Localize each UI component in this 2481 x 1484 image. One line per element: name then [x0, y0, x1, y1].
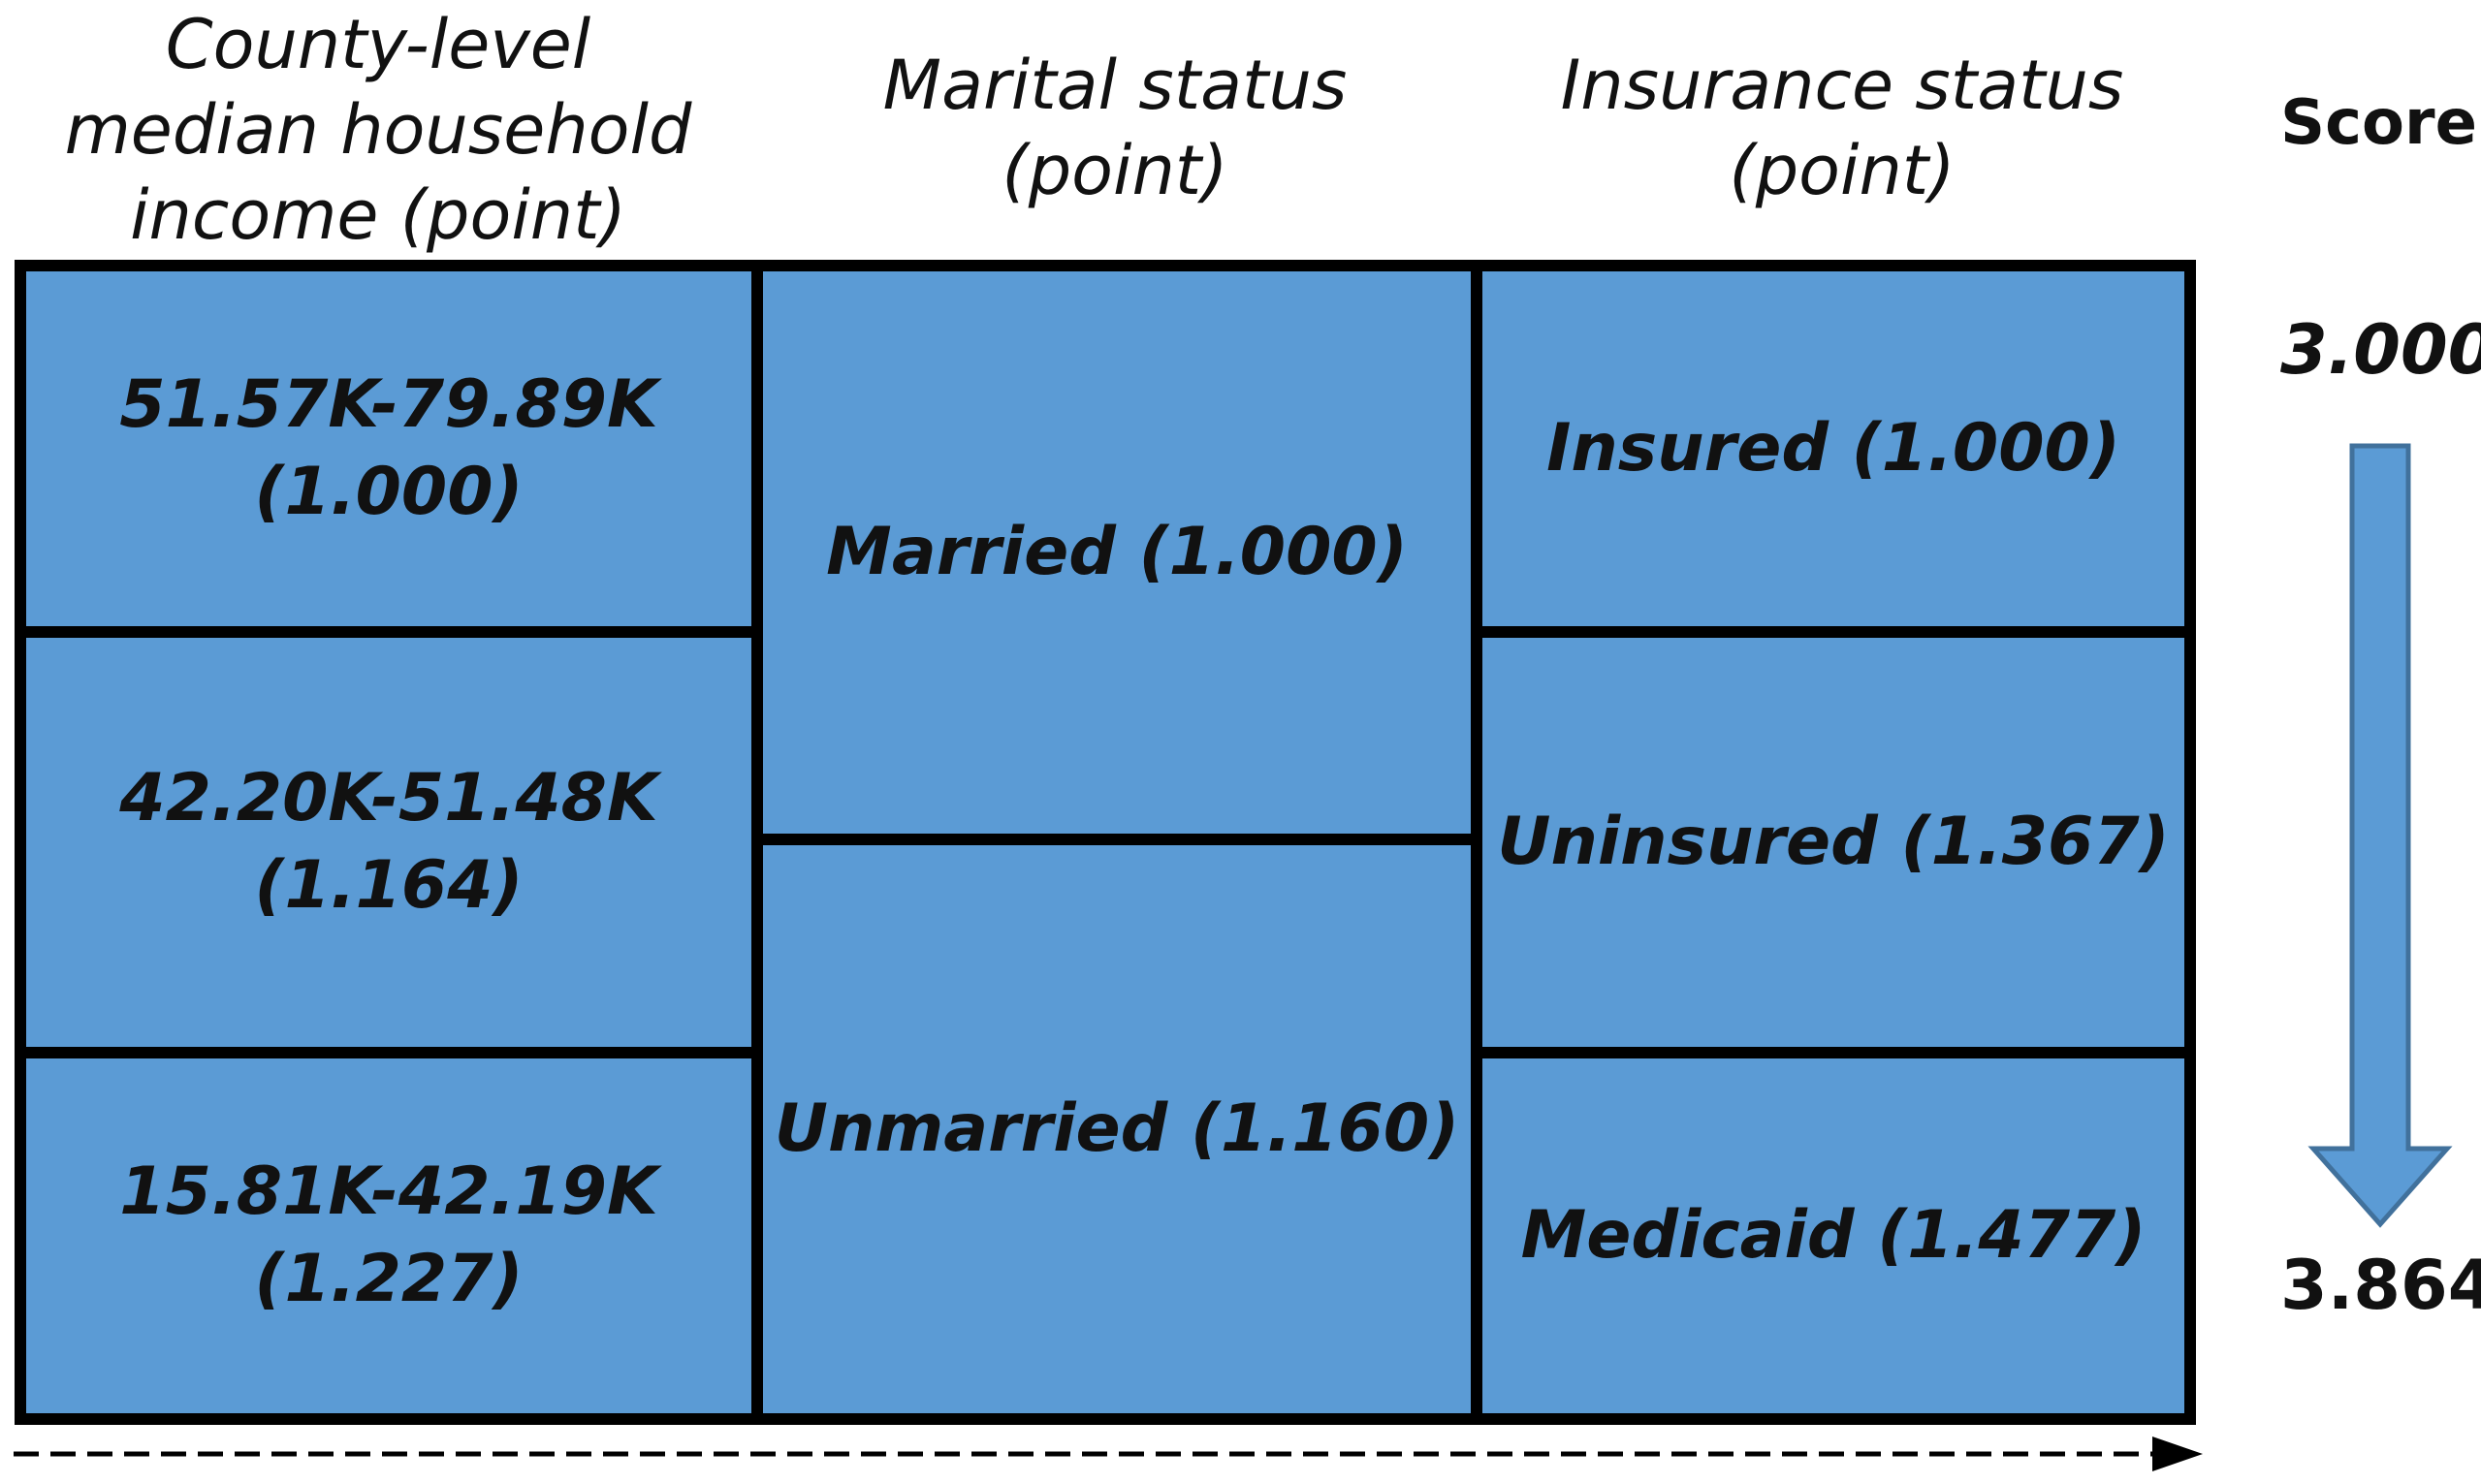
score-top-value: 3.000	[2280, 310, 2481, 390]
score-title: Score	[2280, 87, 2477, 159]
income-column-header: County-level median household income (po…	[64, 5, 692, 255]
score-down-arrow	[2307, 443, 2453, 1228]
score-bottom-value: 3.864	[2280, 1246, 2481, 1325]
insurance-cell-uninsured: Uninsured (1.367)	[1482, 638, 2184, 1047]
marital-cell-unmarried: Unmarried (1.160)	[763, 845, 1471, 1413]
insurance-cell-medicaid: Medicaid (1.477)	[1482, 1058, 2184, 1413]
dashed-right-arrow	[14, 1437, 2203, 1471]
insurance-cell-insured: Insured (1.000)	[1482, 271, 2184, 626]
insurance-column-header: Insurance status (point)	[1560, 46, 2124, 210]
marital-column-header: Marital status (point)	[882, 46, 1348, 210]
income-cell-low: 15.81K-42.19K (1.227)	[26, 1058, 751, 1413]
income-cell-high: 51.57K-79.89K (1.000)	[26, 271, 751, 626]
score-table: 51.57K-79.89K (1.000) 42.20K-51.48K (1.1…	[15, 260, 2196, 1425]
marital-cell-married: Married (1.000)	[763, 271, 1471, 834]
income-cell-middle: 42.20K-51.48K (1.164)	[26, 638, 751, 1047]
